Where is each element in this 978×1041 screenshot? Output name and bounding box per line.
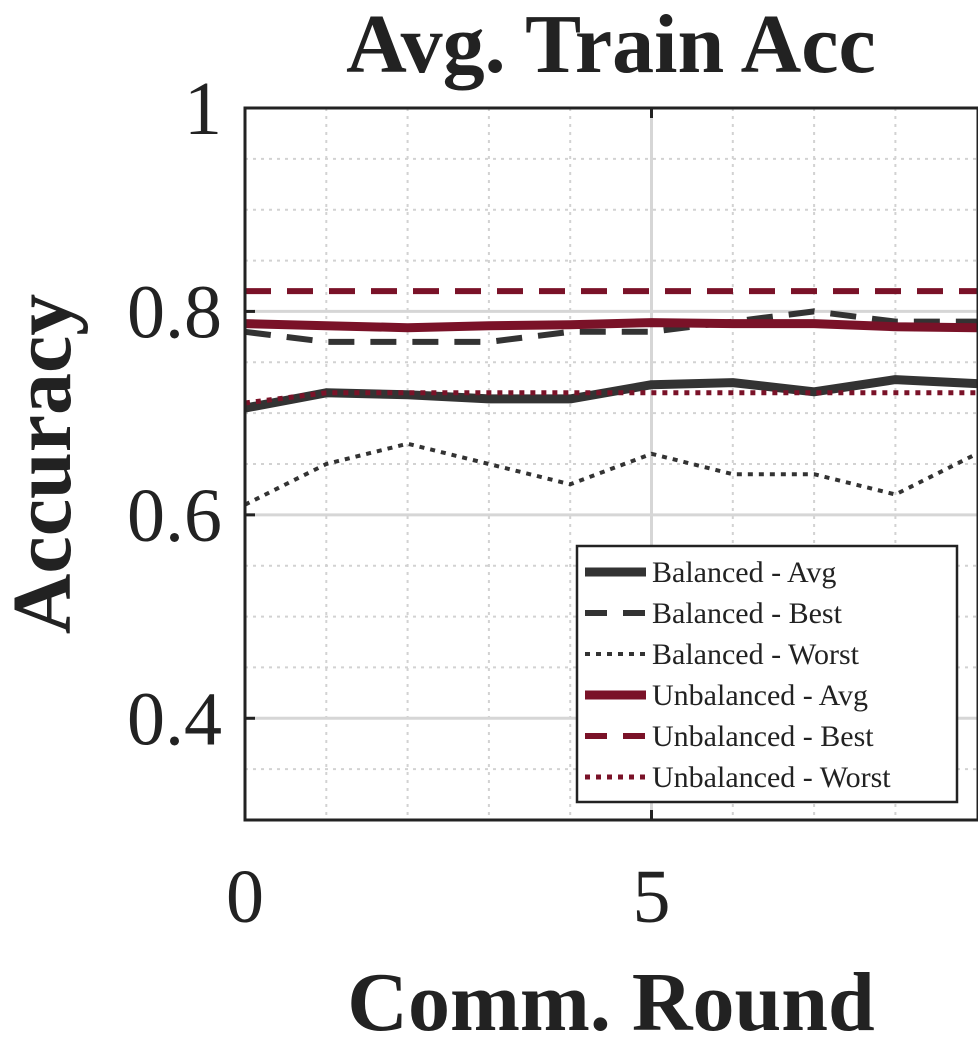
legend-label: Balanced - Best [652, 597, 843, 630]
legend-box [575, 544, 959, 804]
x-tick-label: 5 [633, 855, 671, 939]
y-tick-label: 0.6 [127, 474, 222, 558]
chart-title: Avg. Train Acc [346, 0, 876, 91]
y-tick-label: 0.4 [127, 677, 222, 761]
legend-label: Balanced - Avg [652, 556, 836, 589]
series-line-unbalanced-avg [244, 318, 977, 333]
y-axis-label: Accuracy [0, 294, 89, 635]
y-tick-label: 1 [184, 67, 222, 151]
x-axis-label: Comm. Round [347, 956, 874, 1041]
legend-label: Unbalanced - Best [652, 720, 874, 753]
x-tick-label: 0 [226, 855, 264, 939]
legend-label: Balanced - Worst [652, 638, 860, 671]
legend-label: Unbalanced - Worst [652, 761, 891, 794]
series-line-balanced-best [244, 308, 977, 345]
series-line-balanced-worst [244, 441, 978, 507]
axis-ticks: 0.4 0.6 0.8 1 0 5 [127, 67, 671, 939]
legend-label: Unbalanced - Avg [652, 679, 868, 712]
series-layer [244, 288, 978, 507]
y-tick-label: 0.8 [127, 270, 222, 354]
legend: Balanced - Avg Balanced - Best Balanced - … [575, 544, 959, 804]
plot-frame [243, 106, 978, 822]
series-line-unbalanced-worst [244, 390, 977, 406]
